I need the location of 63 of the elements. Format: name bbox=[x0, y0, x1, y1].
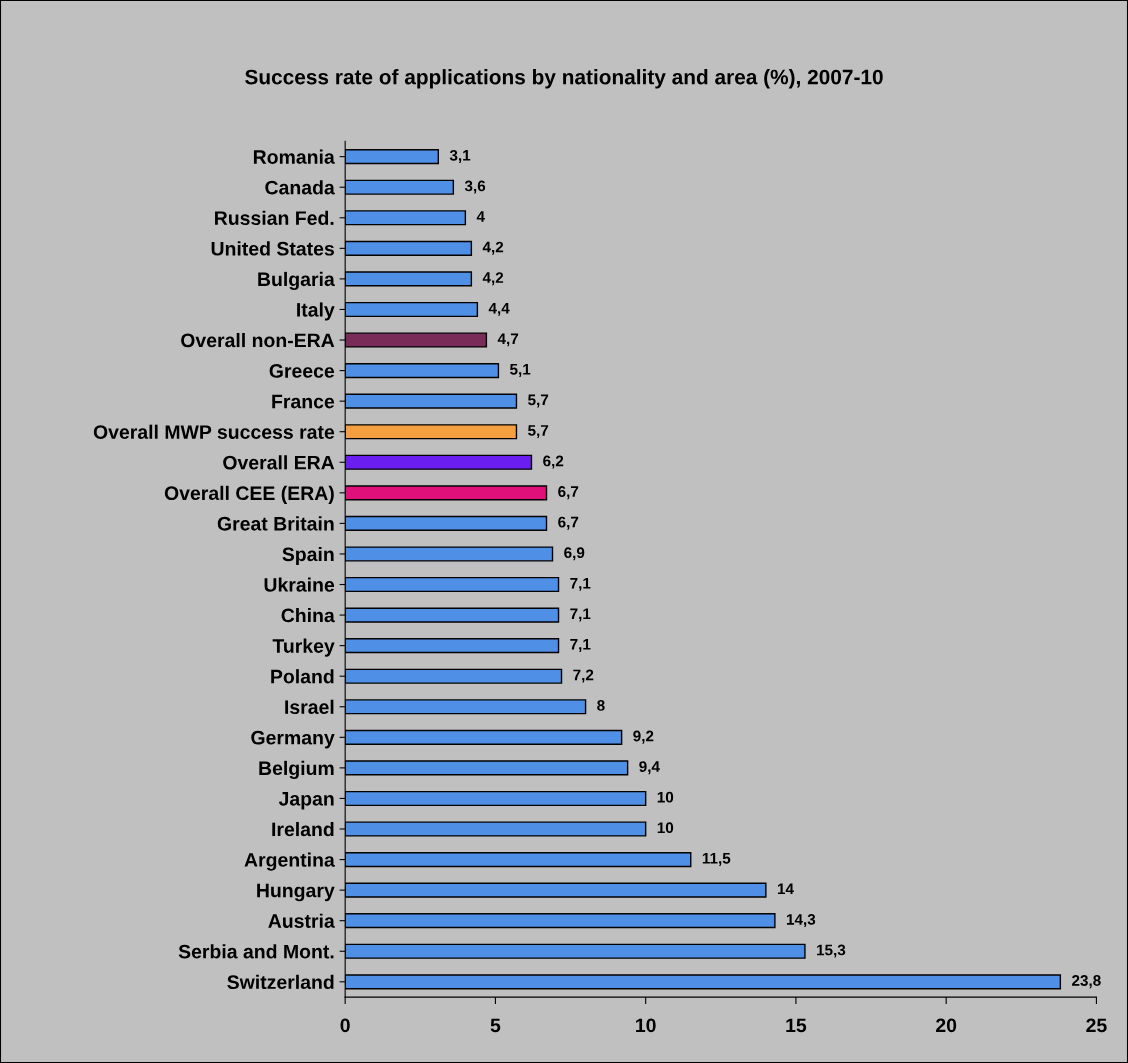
data-label: 5,7 bbox=[528, 425, 549, 439]
data-label: 3,6 bbox=[464, 180, 486, 194]
y-tick-label: China bbox=[281, 608, 335, 623]
data-label: 9,2 bbox=[633, 730, 654, 744]
data-label: 10 bbox=[657, 791, 674, 803]
data-label: 4,7 bbox=[497, 333, 519, 347]
data-label: 8 bbox=[597, 700, 605, 711]
y-tick-label: Ukraine bbox=[264, 577, 335, 592]
y-tick-label: Overall MWP success rate bbox=[93, 424, 335, 439]
y-tick-label: Turkey bbox=[272, 638, 335, 657]
chart-title: Success rate of applications by nationality and area (%), 2007-10 bbox=[245, 69, 883, 89]
y-tick-label: Belgium bbox=[259, 760, 334, 780]
data-label: 3,1 bbox=[449, 149, 471, 163]
y-tick-label: Spain bbox=[282, 546, 334, 566]
data-label: 4,4 bbox=[488, 302, 510, 316]
y-tick-label: Italy bbox=[297, 302, 335, 321]
data-label: 6,7 bbox=[558, 516, 579, 530]
y-tick-label: Romania bbox=[253, 149, 335, 164]
y-tick-label: Serbia and Mont. bbox=[178, 944, 334, 959]
data-label: 14 bbox=[777, 883, 794, 895]
data-label: 6,7 bbox=[558, 486, 579, 500]
data-label: 6,9 bbox=[564, 547, 585, 561]
y-tick-label: Great Britain bbox=[217, 516, 334, 531]
data-label: 5,7 bbox=[528, 394, 549, 408]
data-label: 7,1 bbox=[570, 608, 591, 622]
data-label: 11,5 bbox=[702, 853, 731, 866]
y-tick-label: Overall CEE (ERA) bbox=[164, 485, 334, 504]
data-label: 23,8 bbox=[1072, 975, 1101, 989]
y-tick-label: Ireland bbox=[272, 821, 334, 837]
data-label: 7,2 bbox=[573, 669, 594, 683]
data-label: 6,2 bbox=[543, 455, 564, 469]
y-tick-label: Israel bbox=[285, 699, 334, 714]
y-tick-label: Bulgaria bbox=[258, 271, 335, 291]
y-tick-label: Greece bbox=[269, 364, 335, 378]
y-tick-label: Austria bbox=[268, 913, 335, 928]
data-label: 4,2 bbox=[482, 241, 504, 255]
y-tick-label: Poland bbox=[271, 669, 334, 684]
y-tick-label: Switzerland bbox=[227, 974, 334, 990]
data-label: 5,1 bbox=[510, 364, 531, 377]
x-tick-label: 15 bbox=[786, 1018, 807, 1033]
data-label: 9,4 bbox=[639, 761, 660, 775]
y-tick-label: Russian Fed. bbox=[215, 210, 334, 226]
y-tick-label: Germany bbox=[251, 730, 335, 749]
data-label: 7,1 bbox=[570, 639, 591, 652]
y-tick-label: France bbox=[272, 394, 335, 409]
x-tick-label: 5 bbox=[490, 1018, 501, 1033]
data-label: 15,3 bbox=[817, 944, 846, 958]
data-label: 4 bbox=[476, 211, 485, 222]
x-tick-label: 0 bbox=[340, 1018, 350, 1033]
data-label: 10 bbox=[657, 822, 674, 834]
x-tick-label: 20 bbox=[936, 1018, 957, 1033]
data-label: 4,2 bbox=[482, 272, 504, 286]
y-tick-label: Japan bbox=[278, 792, 334, 810]
y-tick-label: Hungary bbox=[257, 883, 335, 902]
data-label: 7,1 bbox=[570, 577, 591, 591]
x-tick-label: 25 bbox=[1086, 1018, 1107, 1033]
y-tick-label: Canada bbox=[265, 180, 335, 195]
y-tick-label: United States bbox=[211, 241, 334, 256]
data-label: 14,3 bbox=[786, 913, 816, 928]
y-tick-label: Argentina bbox=[244, 852, 335, 871]
y-tick-label: Overall non-ERA bbox=[181, 332, 335, 348]
x-tick-label: 10 bbox=[636, 1018, 656, 1033]
y-tick-label: Overall ERA bbox=[223, 455, 335, 470]
